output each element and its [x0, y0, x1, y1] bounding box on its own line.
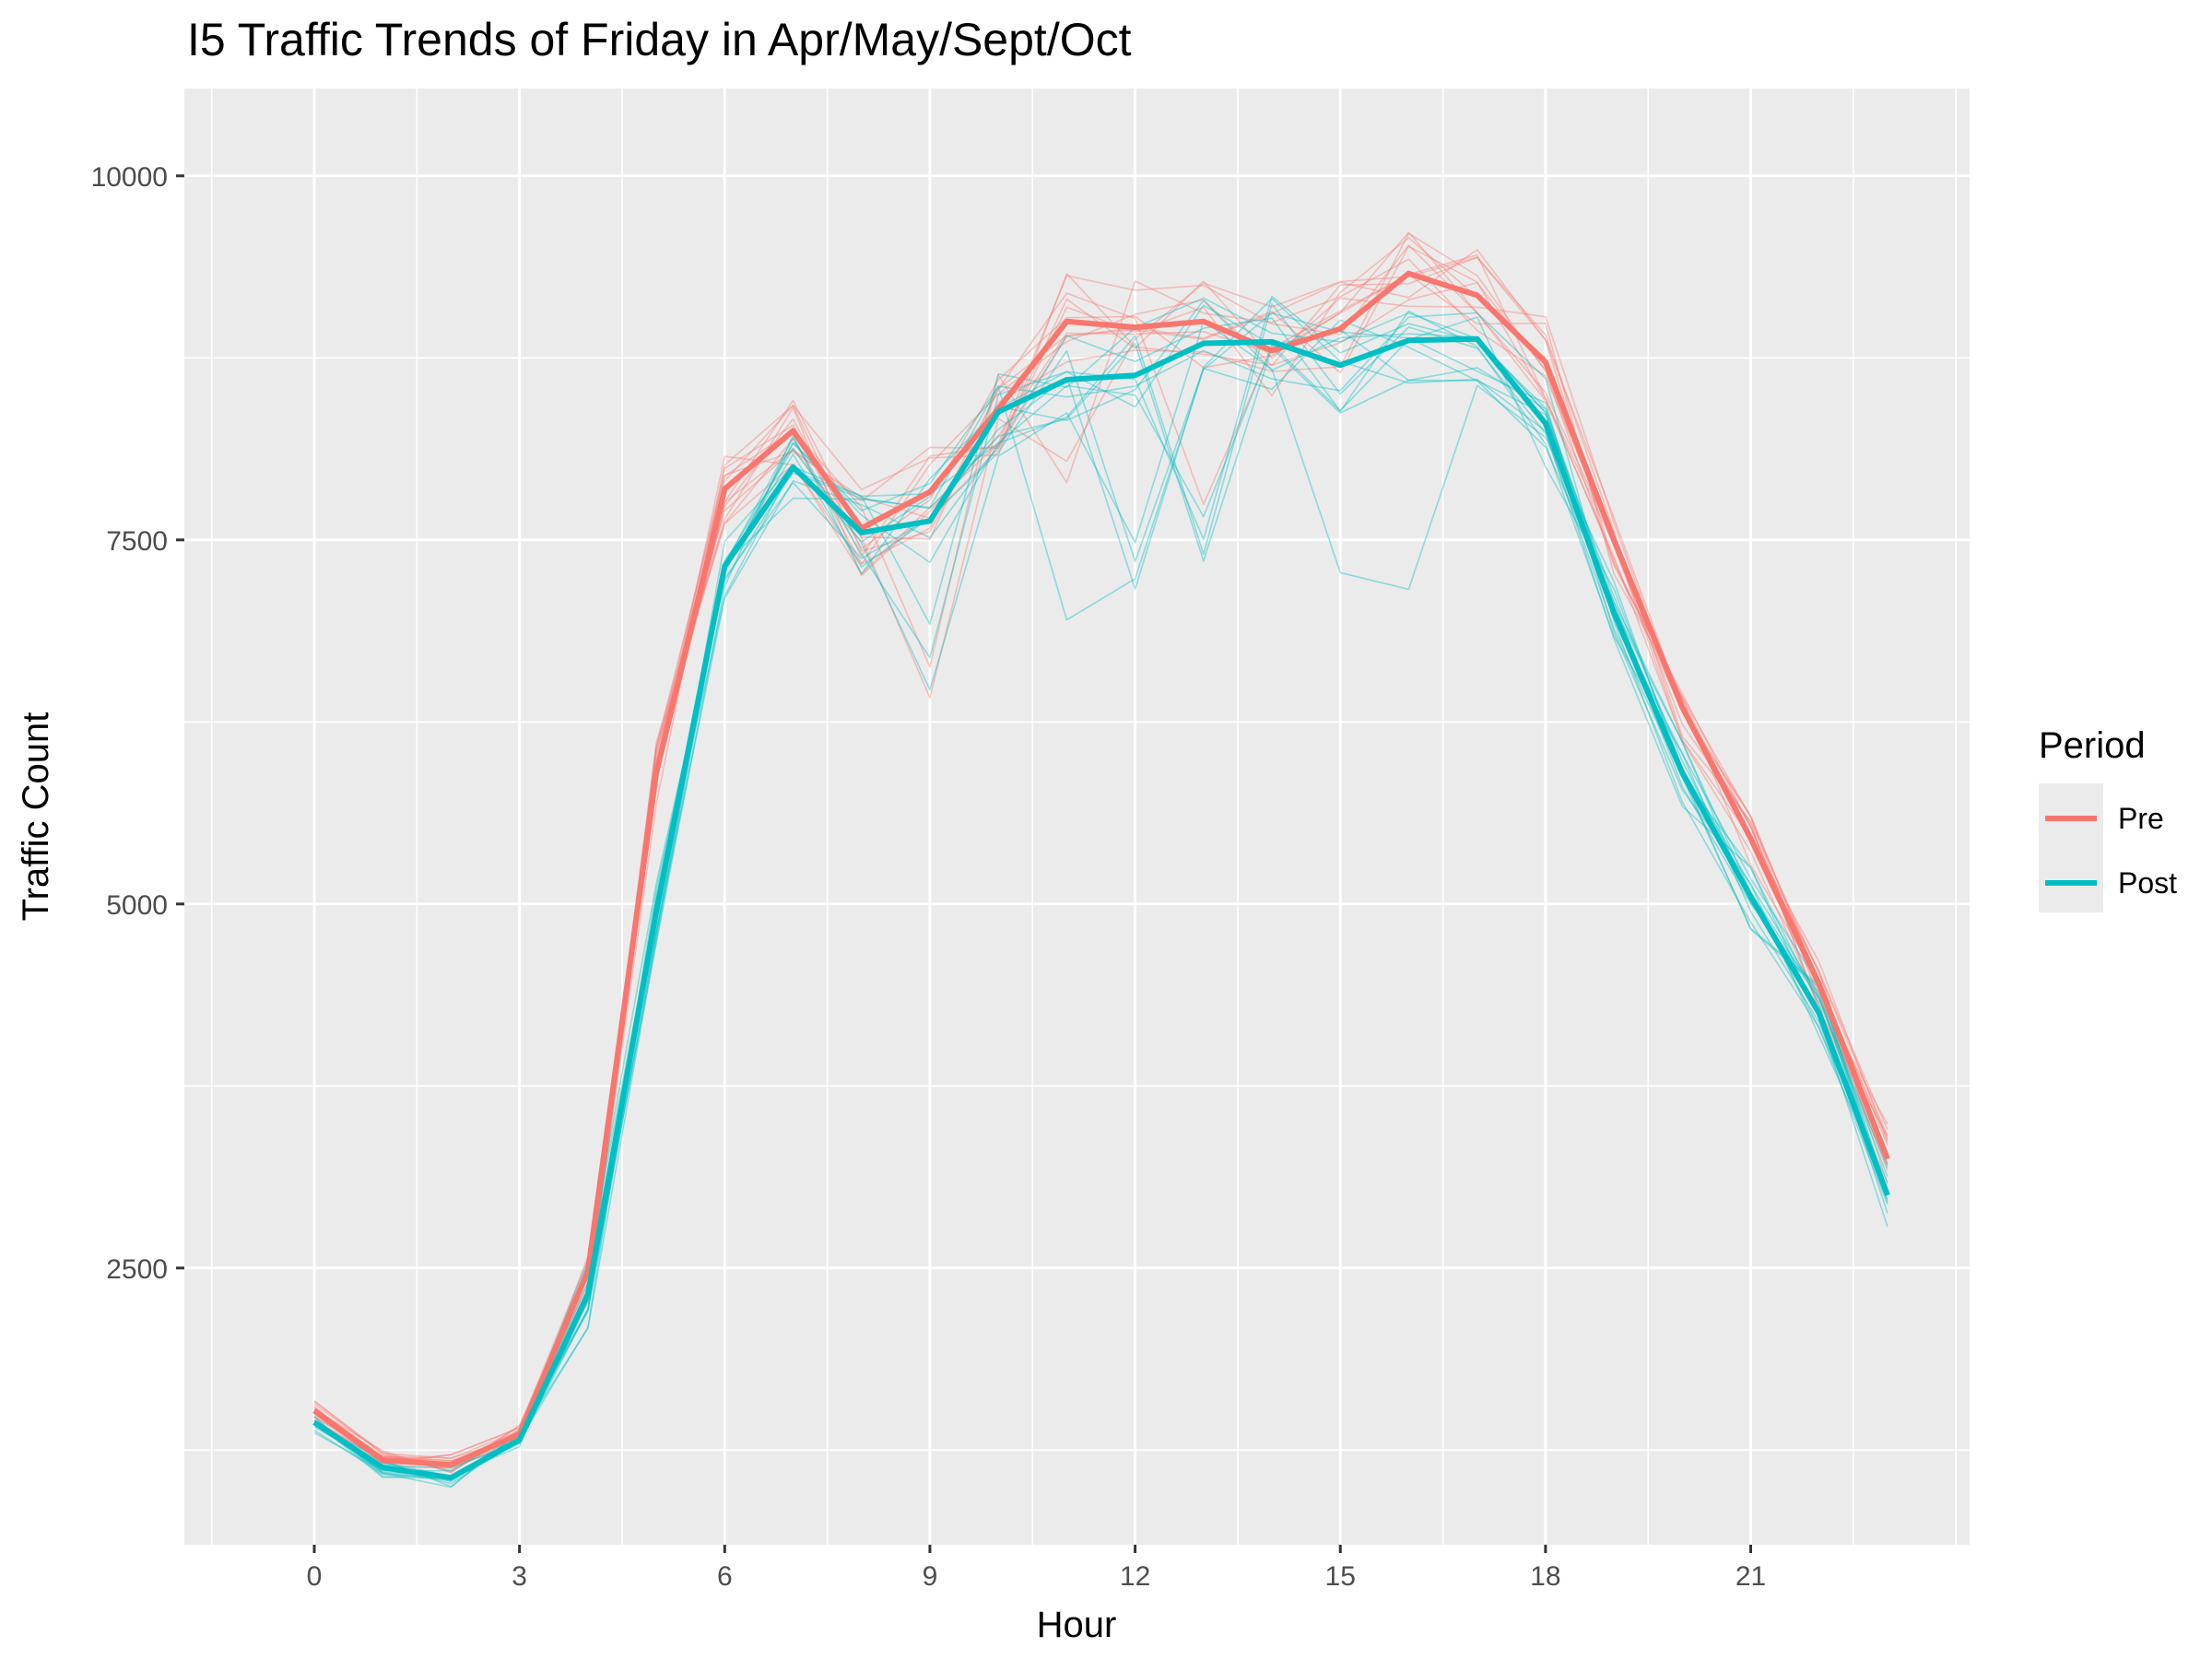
series-trace-post — [313, 310, 1888, 1477]
series-trace-post — [313, 298, 1888, 1488]
x-axis-title: Hour — [1037, 1605, 1117, 1645]
plot-panel — [184, 88, 1970, 1545]
x-tick-label: 9 — [923, 1561, 938, 1592]
x-tick-label: 3 — [512, 1561, 527, 1592]
x-axis: 0 3 6 9 12 15 18 21 — [307, 1545, 1766, 1592]
series-line-post — [312, 335, 1890, 1481]
legend-title: Period — [2039, 725, 2146, 766]
series-lines — [312, 270, 1890, 1481]
grid-major — [184, 88, 1970, 1545]
series-trace-pre — [313, 256, 1888, 1465]
series-trace-post — [313, 297, 1888, 1478]
chart-title: I5 Traffic Trends of Friday in Apr/May/S… — [187, 14, 1132, 65]
x-tick-label: 18 — [1530, 1561, 1560, 1592]
y-tick-label: 2500 — [106, 1254, 168, 1285]
series-trace-post — [313, 320, 1888, 1488]
x-tick-label: 15 — [1325, 1561, 1356, 1592]
x-tick-label: 12 — [1120, 1561, 1150, 1592]
y-tick-label: 10000 — [91, 162, 168, 193]
x-tick-label: 0 — [307, 1561, 323, 1592]
y-tick-label: 5000 — [106, 890, 168, 921]
y-axis: 2500 5000 7500 10000 — [91, 162, 184, 1285]
grid-minor — [184, 88, 1970, 1545]
y-axis-title: Traffic Count — [16, 712, 56, 922]
x-tick-label: 6 — [717, 1561, 733, 1592]
legend-key-pre — [2039, 783, 2103, 912]
legend: Period Pre Post — [2039, 725, 2177, 912]
series-trace-post — [313, 319, 1888, 1482]
series-line-pre — [312, 270, 1890, 1468]
legend-label-post: Post — [2118, 866, 2177, 900]
series-trace-post — [313, 312, 1888, 1485]
y-tick-label: 7500 — [106, 526, 168, 557]
legend-label-pre: Pre — [2118, 802, 2164, 835]
x-tick-label: 21 — [1735, 1561, 1766, 1592]
